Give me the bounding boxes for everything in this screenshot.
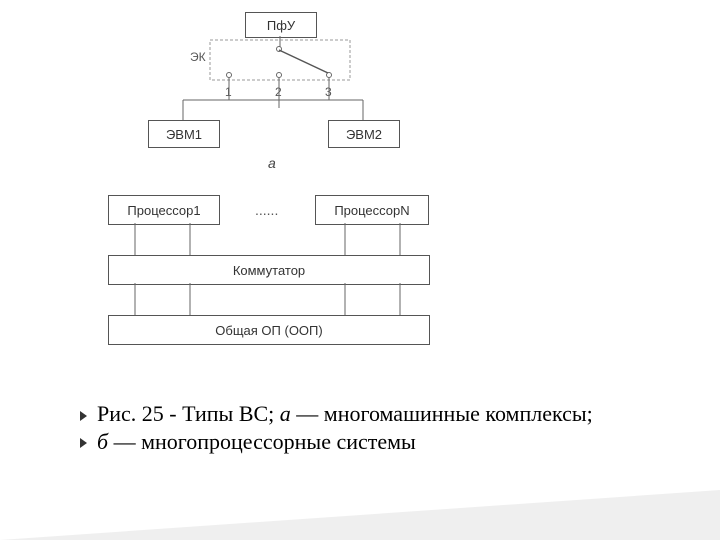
commutator-label: Коммутатор (233, 263, 305, 278)
box-evm2: ЭВМ2 (328, 120, 400, 148)
bullet-icon (80, 411, 87, 421)
cap1-em: а (280, 401, 291, 426)
box-procn: ПроцессорN (315, 195, 429, 225)
bullet-icon (80, 438, 87, 448)
figure-caption: Рис. 25 - Типы ВС; а — многомашинные ком… (80, 400, 640, 455)
terminal-3 (326, 72, 332, 78)
caption-line-1: Рис. 25 - Типы ВС; а — многомашинные ком… (80, 400, 640, 428)
box-evm1: ЭВМ1 (148, 120, 220, 148)
box-pfu: ПфУ (245, 12, 317, 38)
evm2-label: ЭВМ2 (346, 127, 382, 142)
diagram-container: ПфУ ЭК 1 2 3 ЭВМ1 ЭВМ2 а Процессор1 ....… (0, 0, 720, 540)
dots-label: ...... (255, 202, 278, 218)
terminal-1 (226, 72, 232, 78)
box-proc1: Процессор1 (108, 195, 220, 225)
caption-line-2: б — многопроцессорные системы (80, 428, 640, 456)
procn-label: ПроцессорN (334, 203, 409, 218)
terminal-top (276, 46, 282, 52)
box-oop: Общая ОП (ООП) (108, 315, 430, 345)
sublabel-a: а (268, 155, 276, 171)
evm1-label: ЭВМ1 (166, 127, 202, 142)
oop-label: Общая ОП (ООП) (215, 323, 322, 338)
pos2-label: 2 (275, 85, 282, 99)
pfu-label: ПфУ (267, 18, 295, 33)
cap1-suffix: — многомашинные комплексы; (291, 401, 593, 426)
terminal-2 (276, 72, 282, 78)
pos3-label: 3 (325, 85, 332, 99)
proc1-label: Процессор1 (127, 203, 200, 218)
pos1-label: 1 (225, 85, 232, 99)
ek-label: ЭК (190, 50, 206, 64)
cap1-prefix: Рис. 25 - Типы ВС; (97, 401, 280, 426)
cap2-em: б (97, 429, 108, 454)
box-commutator: Коммутатор (108, 255, 430, 285)
decorative-corner (0, 490, 720, 540)
cap2-suffix: — многопроцессорные системы (108, 429, 416, 454)
